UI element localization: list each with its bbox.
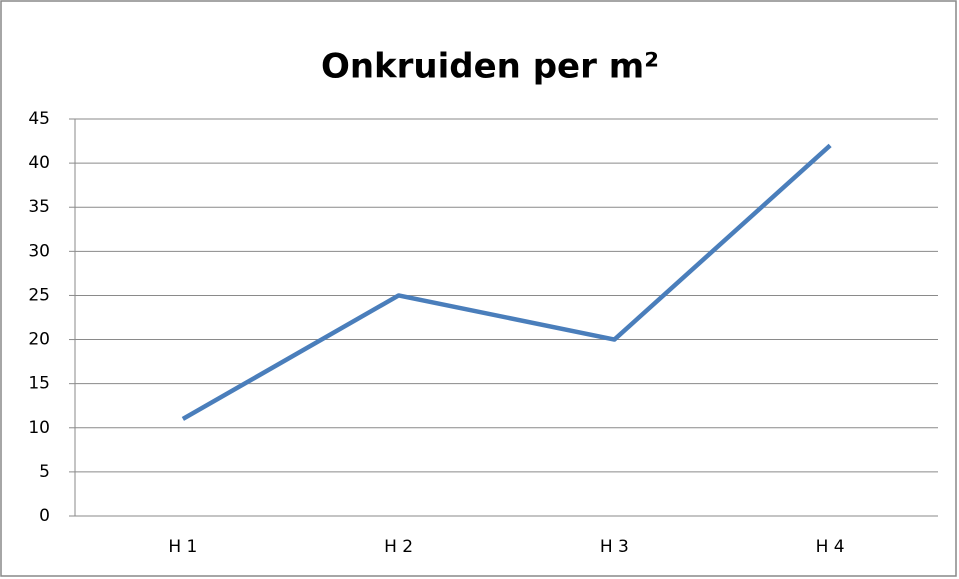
y-tick-label: 10 [28, 418, 50, 438]
chart-title: Onkruiden per m² [321, 47, 659, 87]
y-tick-label: 45 [28, 109, 50, 129]
y-tick-label: 15 [28, 374, 50, 394]
x-tick-label: H 2 [384, 537, 413, 557]
x-tick-label: H 1 [168, 537, 197, 557]
y-tick-label: 25 [28, 285, 50, 305]
line-series [181, 143, 832, 421]
y-tick-label: 30 [28, 241, 50, 261]
y-tick-label: 5 [39, 462, 50, 482]
y-tick-label: 0 [39, 506, 50, 526]
y-tick-label: 20 [28, 330, 50, 350]
x-tick-label: H 4 [816, 537, 845, 557]
y-tick-label: 40 [28, 153, 50, 173]
y-tick-label: 35 [28, 197, 50, 217]
x-tick-label: H 3 [600, 537, 629, 557]
